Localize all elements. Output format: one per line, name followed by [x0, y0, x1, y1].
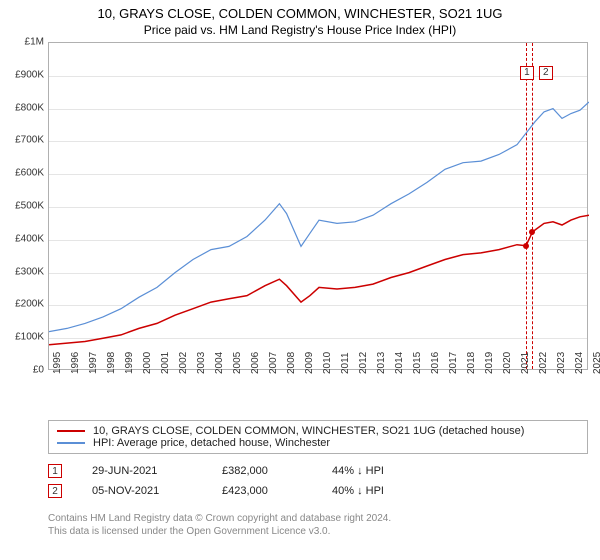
event-date: 29-JUN-2021 — [92, 465, 192, 477]
series-line-property — [49, 215, 589, 345]
chart-subtitle: Price paid vs. HM Land Registry's House … — [0, 23, 600, 37]
event-date: 05-NOV-2021 — [92, 485, 192, 497]
series-line-hpi — [49, 102, 589, 332]
y-axis-label: £200K — [0, 299, 44, 310]
legend: 10, GRAYS CLOSE, COLDEN COMMON, WINCHEST… — [48, 420, 588, 454]
chart-title: 10, GRAYS CLOSE, COLDEN COMMON, WINCHEST… — [0, 6, 600, 21]
y-axis-label: £800K — [0, 102, 44, 113]
chart-area: 12 £0 £100K £200K £300K £400K £500K £600K £700K… — [0, 42, 600, 412]
title-block: 10, GRAYS CLOSE, COLDEN COMMON, WINCHEST… — [0, 0, 600, 37]
event-row: 1 29-JUN-2021 £382,000 44% ↓ HPI — [48, 464, 588, 478]
footer-line-1: Contains HM Land Registry data © Crown c… — [48, 512, 588, 525]
legend-row: 10, GRAYS CLOSE, COLDEN COMMON, WINCHEST… — [57, 425, 579, 437]
event-marker — [523, 243, 529, 249]
event-num-box: 1 — [48, 464, 62, 478]
legend-swatch — [57, 430, 85, 432]
chart-container: 10, GRAYS CLOSE, COLDEN COMMON, WINCHEST… — [0, 0, 600, 560]
footer: Contains HM Land Registry data © Crown c… — [48, 512, 588, 538]
event-num-box: 2 — [48, 484, 62, 498]
y-axis-label: £700K — [0, 135, 44, 146]
footer-line-2: This data is licensed under the Open Gov… — [48, 525, 588, 538]
annotation-box: 1 — [520, 66, 534, 80]
event-row: 2 05-NOV-2021 £423,000 40% ↓ HPI — [48, 484, 588, 498]
y-axis-label: £400K — [0, 233, 44, 244]
legend-swatch — [57, 442, 85, 444]
legend-label: HPI: Average price, detached house, Winc… — [93, 437, 330, 449]
event-hpi-diff: 44% ↓ HPI — [332, 465, 432, 477]
annotation-box: 2 — [539, 66, 553, 80]
plot-area: 12 — [48, 42, 588, 370]
event-price: £423,000 — [222, 485, 302, 497]
series-svg — [49, 43, 589, 371]
y-axis-label: £1M — [0, 37, 44, 48]
event-marker — [529, 229, 535, 235]
y-axis-label: £0 — [0, 365, 44, 376]
events-table: 1 29-JUN-2021 £382,000 44% ↓ HPI 2 05-NOV-202… — [48, 464, 588, 504]
event-price: £382,000 — [222, 465, 302, 477]
y-axis-label: £300K — [0, 266, 44, 277]
y-axis-label: £100K — [0, 332, 44, 343]
event-hpi-diff: 40% ↓ HPI — [332, 485, 432, 497]
y-axis-label: £900K — [0, 69, 44, 80]
legend-row: HPI: Average price, detached house, Winc… — [57, 437, 579, 449]
x-axis-label: 2025 — [592, 352, 600, 374]
y-axis-label: £500K — [0, 201, 44, 212]
legend-label: 10, GRAYS CLOSE, COLDEN COMMON, WINCHEST… — [93, 425, 524, 437]
y-axis-label: £600K — [0, 168, 44, 179]
